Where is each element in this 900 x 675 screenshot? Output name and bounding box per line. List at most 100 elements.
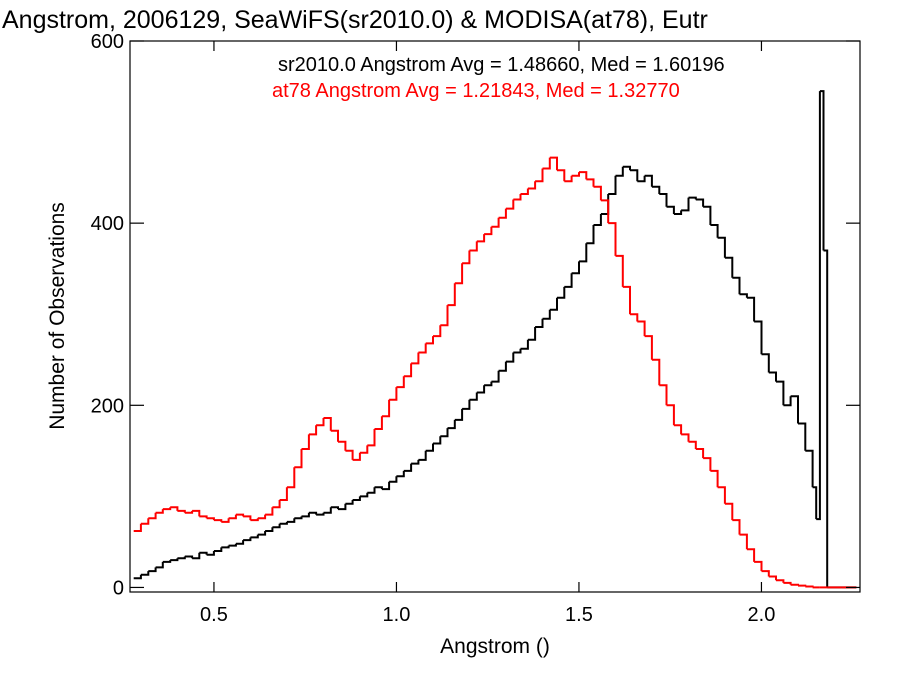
- series-0-step: [695, 198, 705, 207]
- series-0-step: [754, 320, 763, 355]
- series-1-step: [323, 417, 332, 431]
- series-0-step: [776, 380, 785, 406]
- series-0-step: [396, 470, 405, 478]
- series-1-step: [148, 512, 157, 520]
- series-1-step: [549, 156, 558, 171]
- series-1: [133, 156, 857, 589]
- series-1-step: [688, 440, 697, 449]
- series-1-step: [761, 570, 770, 577]
- annotation-red: at78 Angstrom Avg = 1.21843, Med = 1.327…: [272, 80, 680, 102]
- series-0-step: [746, 296, 756, 322]
- series-0-step: [257, 531, 267, 536]
- series-0-step: [484, 381, 493, 387]
- series-0-step: [732, 276, 741, 295]
- series-0-step: [535, 318, 544, 328]
- series-1-step: [710, 469, 719, 488]
- series-0-step: [681, 197, 690, 212]
- series-1-step: [308, 425, 318, 436]
- x-tick-label: 1.5: [565, 604, 593, 626]
- series-0-step: [140, 571, 150, 576]
- series-0-step: [359, 492, 369, 498]
- series-1-step: [484, 226, 493, 236]
- series-1-step: [396, 376, 405, 389]
- series-1-step: [491, 217, 500, 228]
- series-1-step: [301, 434, 310, 450]
- series-1-step: [228, 514, 237, 520]
- ticks-layer: 0.5 1.0 1.5 2.0 0 200 400 600: [91, 31, 860, 626]
- series-0: [133, 90, 857, 589]
- series-0-step: [491, 370, 500, 383]
- series-1-step: [389, 387, 398, 401]
- series-1-step: [221, 518, 230, 523]
- series-0-step: [301, 512, 310, 518]
- x-axis-label: Angstrom (): [440, 635, 550, 658]
- series-0-step: [192, 552, 201, 560]
- series-1-step: [703, 457, 712, 471]
- series-0-step: [389, 476, 398, 483]
- series-0-step: [286, 518, 296, 523]
- series-1-step: [586, 178, 595, 187]
- series-0-step: [352, 496, 361, 501]
- series-1-step: [673, 424, 683, 435]
- series-1-step: [615, 254, 624, 287]
- series-1-step: [651, 358, 661, 386]
- series-1-step: [768, 575, 777, 581]
- series-1-step: [644, 335, 653, 360]
- series-1-step: [520, 188, 529, 195]
- series-0-step: [155, 561, 164, 569]
- series-1-step: [630, 313, 639, 322]
- series-0-step: [338, 503, 347, 511]
- series-0-step: [513, 348, 522, 354]
- series-0-step: [819, 90, 825, 251]
- series-0-step: [433, 436, 442, 445]
- series-0-step: [586, 225, 595, 245]
- series-1-step: [527, 181, 537, 190]
- series-0-step: [133, 574, 142, 580]
- series-1-step: [265, 507, 274, 516]
- series-1-step: [681, 433, 690, 442]
- series-1-step: [608, 222, 617, 256]
- series-1-step: [140, 518, 150, 525]
- series-1-step: [498, 208, 507, 219]
- series-1-step: [425, 336, 434, 345]
- series-1-step: [469, 241, 478, 252]
- series-0-step: [790, 395, 799, 424]
- series-0-step: [403, 463, 413, 472]
- series-0-step: [608, 175, 617, 195]
- y-axis-label: Number of Observations: [46, 202, 69, 430]
- series-0-step: [673, 210, 683, 215]
- series-0-step: [761, 353, 770, 373]
- series-1-step: [381, 399, 391, 418]
- series-0-step: [724, 256, 734, 278]
- series-1-step: [155, 509, 164, 514]
- series-1-step: [717, 486, 726, 504]
- series-1-step: [805, 585, 814, 588]
- series-0-step: [272, 523, 281, 529]
- series-1-step: [367, 429, 376, 447]
- series-0-step: [783, 396, 792, 407]
- series-0-step: [425, 443, 434, 452]
- series-0-step: [440, 428, 449, 438]
- series-0-step: [703, 205, 712, 225]
- series-1-step: [433, 325, 442, 338]
- series-1-step: [286, 467, 296, 489]
- series-0-step: [498, 361, 507, 372]
- series-1-step: [454, 263, 464, 285]
- series-1-step: [243, 515, 252, 521]
- series-0-step: [768, 371, 777, 382]
- series-1-step: [374, 416, 383, 430]
- series-0-step: [367, 487, 376, 494]
- series-0-step: [666, 205, 675, 214]
- series-1-step: [666, 404, 675, 426]
- series-1-step: [542, 157, 551, 170]
- series-1-step: [724, 502, 734, 521]
- series-0-step: [593, 214, 602, 226]
- series-1-step: [330, 429, 339, 442]
- series-1-step: [798, 584, 807, 587]
- series-1-step: [257, 514, 267, 520]
- series-0-step: [816, 91, 821, 521]
- x-tick-label: 0.5: [200, 604, 228, 626]
- series-1-step: [739, 533, 748, 550]
- x-tick-label: 2.0: [748, 604, 776, 626]
